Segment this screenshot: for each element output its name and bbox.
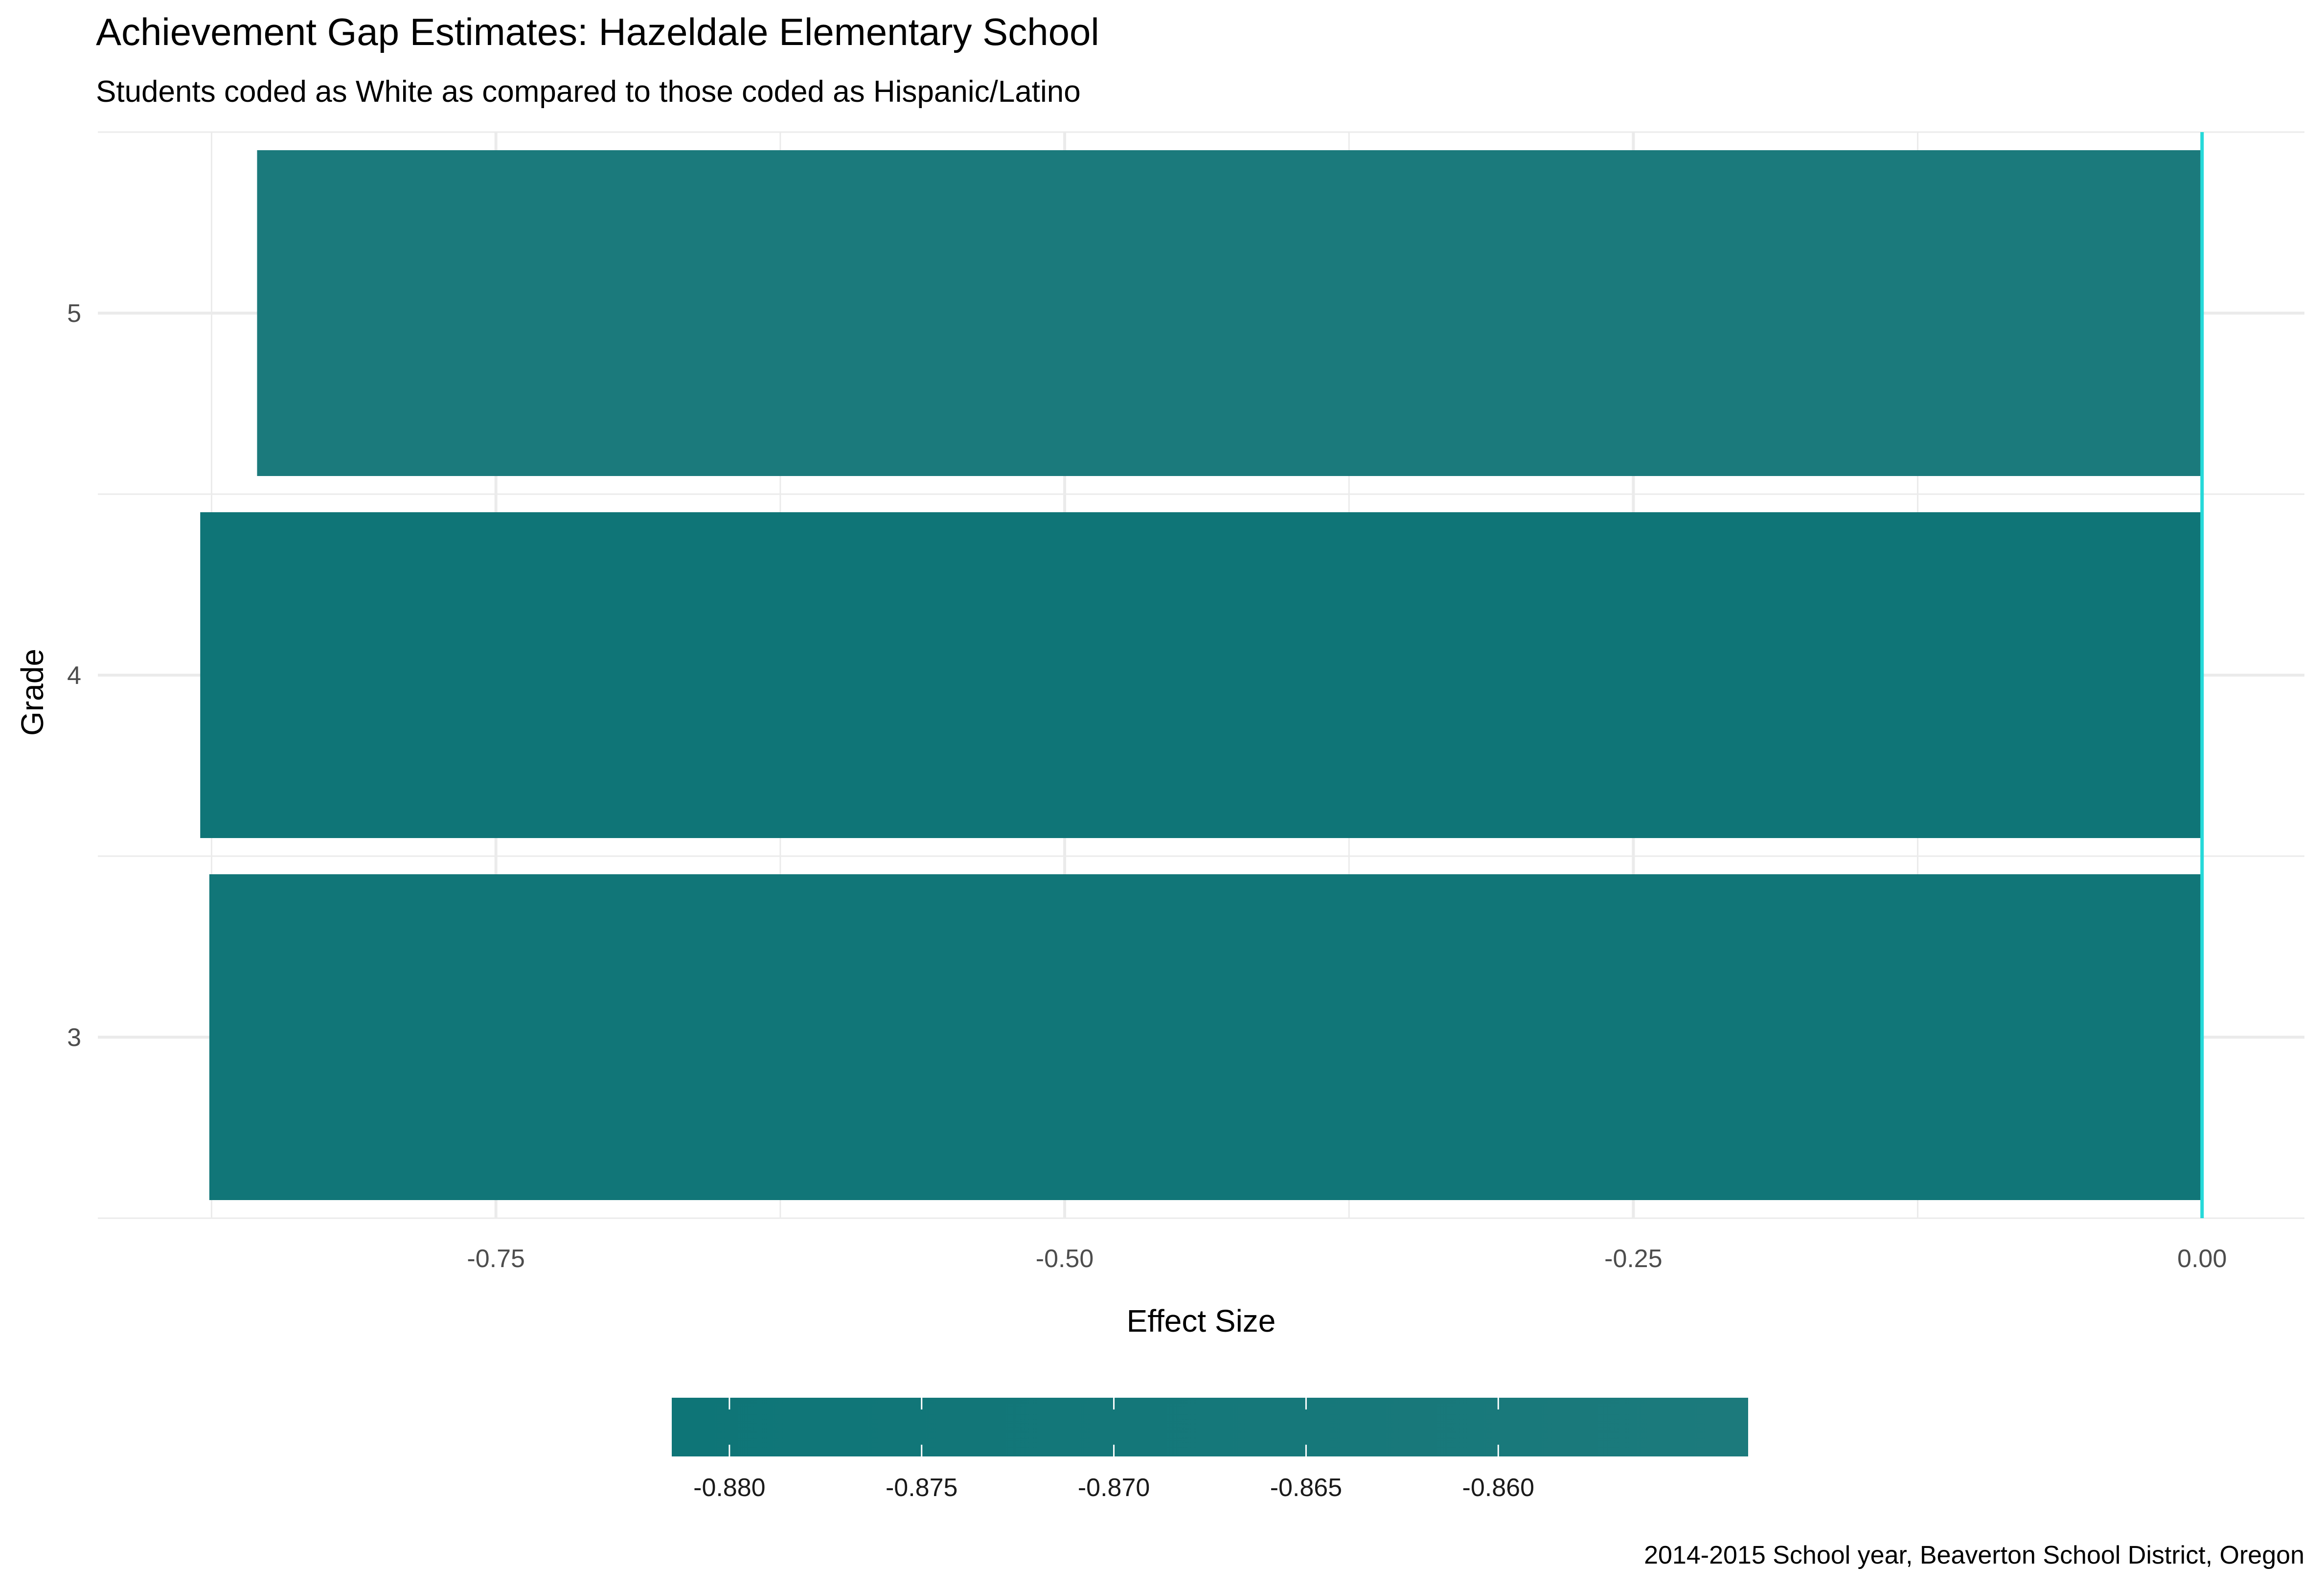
chart-subtitle: Students coded as White as compared to t… — [96, 75, 1081, 109]
x-tick-label: 0.00 — [2177, 1245, 2227, 1273]
bars — [200, 150, 2202, 1200]
colorbar-tick-label: -0.880 — [693, 1474, 765, 1502]
y-tick-label: 4 — [67, 661, 81, 690]
x-tick-label: -0.25 — [1604, 1245, 1663, 1273]
bar-grade-3 — [209, 874, 2202, 1200]
colorbar-gradient — [672, 1398, 1748, 1456]
chart-caption: 2014-2015 School year, Beaverton School … — [1644, 1541, 2304, 1569]
colorbar-legend: -0.880 -0.875 -0.870 -0.865 -0.860 — [672, 1398, 1748, 1502]
x-axis-ticks: -0.75 -0.50 -0.25 0.00 — [467, 1245, 2227, 1273]
x-tick-label: -0.50 — [1036, 1245, 1094, 1273]
y-axis-ticks: 3 4 5 — [67, 299, 81, 1052]
bar-grade-5 — [257, 150, 2202, 476]
x-axis-title: Effect Size — [1127, 1303, 1276, 1339]
x-tick-label: -0.75 — [467, 1245, 525, 1273]
y-tick-label: 5 — [67, 299, 81, 328]
colorbar-tick-label: -0.870 — [1078, 1474, 1150, 1502]
y-axis-title: Grade — [15, 649, 50, 736]
colorbar-tick-label: -0.860 — [1462, 1474, 1534, 1502]
bar-grade-4 — [200, 512, 2202, 838]
chart-title: Achievement Gap Estimates: Hazeldale Ele… — [96, 10, 1099, 53]
colorbar-tick-label: -0.865 — [1270, 1474, 1342, 1502]
colorbar-tick-label: -0.875 — [886, 1474, 957, 1502]
y-tick-label: 3 — [67, 1023, 81, 1052]
